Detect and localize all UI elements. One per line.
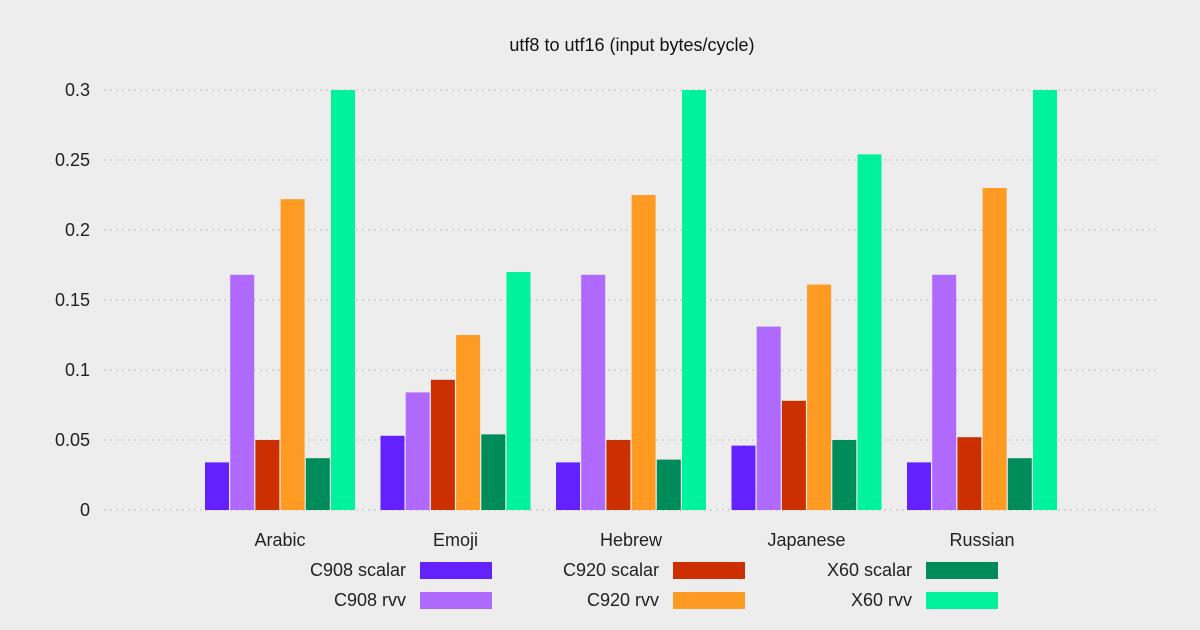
bar-japanese-c920-scalar bbox=[781, 400, 806, 510]
bar-hebrew-x60-scalar bbox=[656, 459, 681, 510]
legend-item: X60 scalar bbox=[827, 560, 998, 580]
legend-swatch bbox=[926, 562, 998, 579]
legend-item: C920 scalar bbox=[563, 560, 745, 580]
bar-hebrew-c920-rvv bbox=[631, 195, 656, 510]
legend-item: X60 rvv bbox=[851, 590, 998, 610]
bar-arabic-c920-scalar bbox=[255, 440, 280, 510]
y-tick-label: 0.2 bbox=[65, 220, 90, 240]
y-tick-label: 0.25 bbox=[55, 150, 90, 170]
bar-japanese-x60-scalar bbox=[832, 440, 857, 510]
bar-russian-c920-rvv bbox=[982, 188, 1007, 510]
bar-russian-x60-scalar bbox=[1007, 458, 1032, 510]
bar-arabic-x60-rvv bbox=[331, 90, 355, 510]
bar-emoji-c908-scalar bbox=[380, 435, 405, 510]
legend-label: C908 rvv bbox=[334, 590, 406, 610]
chart-title: utf8 to utf16 (input bytes/cycle) bbox=[509, 35, 754, 55]
legend-swatch bbox=[420, 592, 492, 609]
legend-label: C920 rvv bbox=[587, 590, 659, 610]
legend-label: X60 rvv bbox=[851, 590, 912, 610]
legend-label: C920 scalar bbox=[563, 560, 659, 580]
bar-arabic-c908-rvv bbox=[230, 274, 255, 510]
bar-emoji-x60-rvv bbox=[506, 272, 531, 510]
x-category-label: Hebrew bbox=[600, 530, 663, 550]
legend-swatch bbox=[673, 562, 745, 579]
bar-emoji-c920-scalar bbox=[430, 379, 455, 510]
bar-japanese-x60-rvv bbox=[857, 154, 882, 510]
legend-item: C908 rvv bbox=[334, 590, 492, 610]
x-category-label: Arabic bbox=[254, 530, 305, 550]
bar-emoji-c908-rvv bbox=[405, 392, 430, 510]
x-category-label: Emoji bbox=[433, 530, 478, 550]
legend-item: C920 rvv bbox=[587, 590, 745, 610]
x-axis-categories: Arabic Emoji Hebrew Japanese Russian bbox=[254, 530, 1014, 550]
bar-hebrew-c908-rvv bbox=[581, 274, 606, 510]
legend-swatch bbox=[420, 562, 492, 579]
bar-arabic-c920-rvv bbox=[280, 199, 305, 510]
bar-russian-c920-scalar bbox=[957, 437, 982, 510]
bars bbox=[205, 90, 1057, 510]
y-tick-label: 0.05 bbox=[55, 430, 90, 450]
x-category-label: Japanese bbox=[767, 530, 845, 550]
bar-japanese-c908-scalar bbox=[731, 445, 756, 510]
legend-swatch bbox=[926, 592, 998, 609]
bar-emoji-x60-scalar bbox=[481, 434, 506, 510]
y-tick-label: 0.3 bbox=[65, 80, 90, 100]
x-category-label: Russian bbox=[949, 530, 1014, 550]
bar-russian-c908-scalar bbox=[907, 462, 931, 510]
bar-hebrew-c920-scalar bbox=[606, 440, 631, 510]
y-tick-label: 0.1 bbox=[65, 360, 90, 380]
y-tick-label: 0 bbox=[80, 500, 90, 520]
bar-arabic-c908-scalar bbox=[205, 462, 229, 510]
bar-emoji-c920-rvv bbox=[456, 335, 481, 510]
bar-russian-x60-rvv bbox=[1033, 90, 1057, 510]
legend-label: C908 scalar bbox=[310, 560, 406, 580]
gridlines bbox=[104, 89, 1158, 511]
bar-arabic-x60-scalar bbox=[305, 458, 330, 510]
bar-hebrew-x60-rvv bbox=[682, 90, 706, 510]
legend-swatch bbox=[673, 592, 745, 609]
y-axis-ticks: 0 0.05 0.1 0.15 0.2 0.25 0.3 bbox=[55, 80, 90, 520]
y-tick-label: 0.15 bbox=[55, 290, 90, 310]
bar-russian-c908-rvv bbox=[932, 274, 957, 510]
legend-label: X60 scalar bbox=[827, 560, 912, 580]
bar-japanese-c920-rvv bbox=[807, 284, 832, 510]
bar-japanese-c908-rvv bbox=[756, 326, 781, 510]
legend-item: C908 scalar bbox=[310, 560, 492, 580]
bar-hebrew-c908-scalar bbox=[556, 462, 580, 510]
legend: C908 scalar C908 rvv C920 scalar C920 rvv X6… bbox=[310, 560, 998, 610]
